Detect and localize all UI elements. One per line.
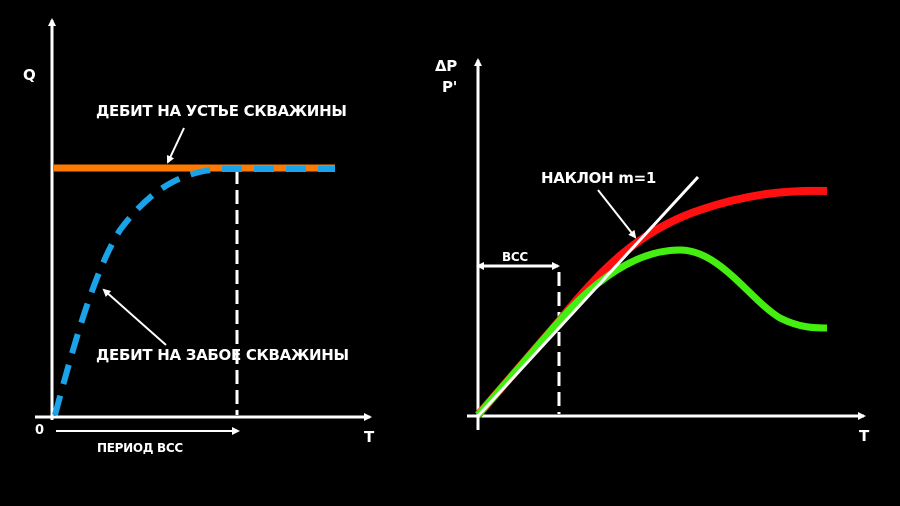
- left-x-axis-label: T: [364, 428, 374, 446]
- derivative-curve: [475, 246, 828, 418]
- slope-label: НАКЛОН m=1: [541, 169, 657, 187]
- origin-label: 0: [35, 423, 44, 438]
- wbs-label: ВСС: [502, 250, 528, 264]
- right-y-axis-label-derivative: P': [442, 78, 457, 96]
- bottomhole-label-arrow: [102, 288, 167, 346]
- wellhead-rate-label: ДЕБИТ НА УСТЬЕ СКВАЖИНЫ: [96, 102, 347, 120]
- left-diagram: [35, 18, 372, 435]
- bottomhole-rate-label: ДЕБИТ НА ЗАБОЕ СКВАЖИНЫ: [96, 346, 349, 364]
- unit-slope-line: [476, 175, 700, 418]
- period-wbs-label: ПЕРИОД ВСС: [97, 441, 183, 455]
- slope-label-arrow: [597, 189, 637, 239]
- right-diagram: [467, 58, 866, 430]
- bottomhole-rate-curve: [52, 166, 335, 416]
- right-x-axis-label: T: [859, 427, 869, 445]
- wellhead-label-arrow: [166, 127, 185, 164]
- right-y-axis-label-dp: ΔP: [435, 57, 458, 75]
- left-y-axis-label: Q: [23, 66, 36, 84]
